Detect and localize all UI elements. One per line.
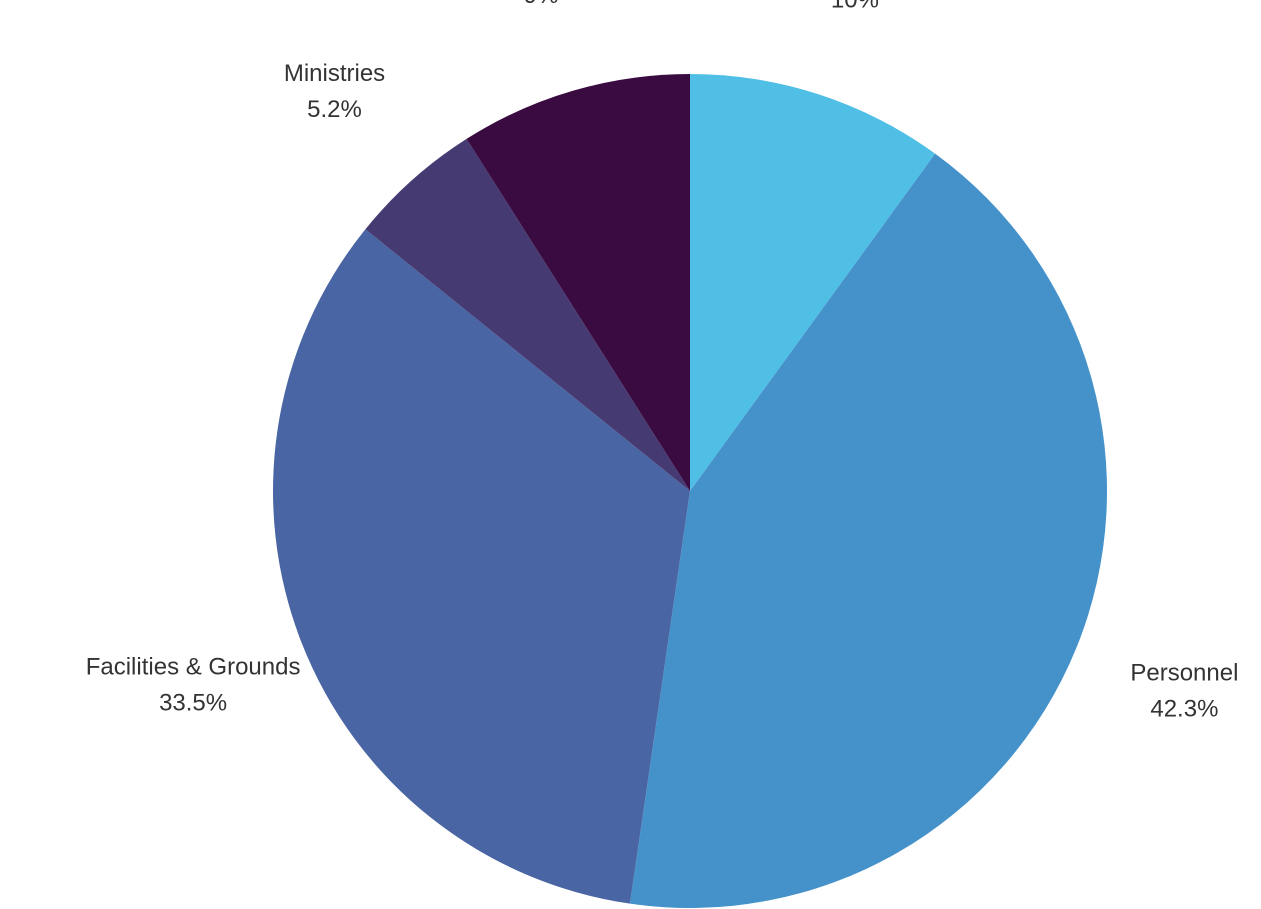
pie-slice	[272, 229, 690, 904]
pie-slice	[629, 153, 1107, 908]
slice-value-label: 33.5%	[159, 689, 227, 716]
pie-slice	[466, 74, 690, 491]
slice-value-label: 42.3%	[1150, 696, 1218, 723]
slice-value-label: 5.2%	[307, 96, 362, 123]
slice-label: Facilities & Grounds	[86, 653, 301, 680]
slice-label: Personnel	[1130, 660, 1238, 687]
slice-value-label: 10%	[831, 0, 879, 14]
slice-label: Ministries	[284, 60, 385, 87]
pie-slice	[365, 138, 690, 491]
slice-value-label: 9%	[524, 0, 559, 9]
pie-slice	[690, 74, 936, 491]
